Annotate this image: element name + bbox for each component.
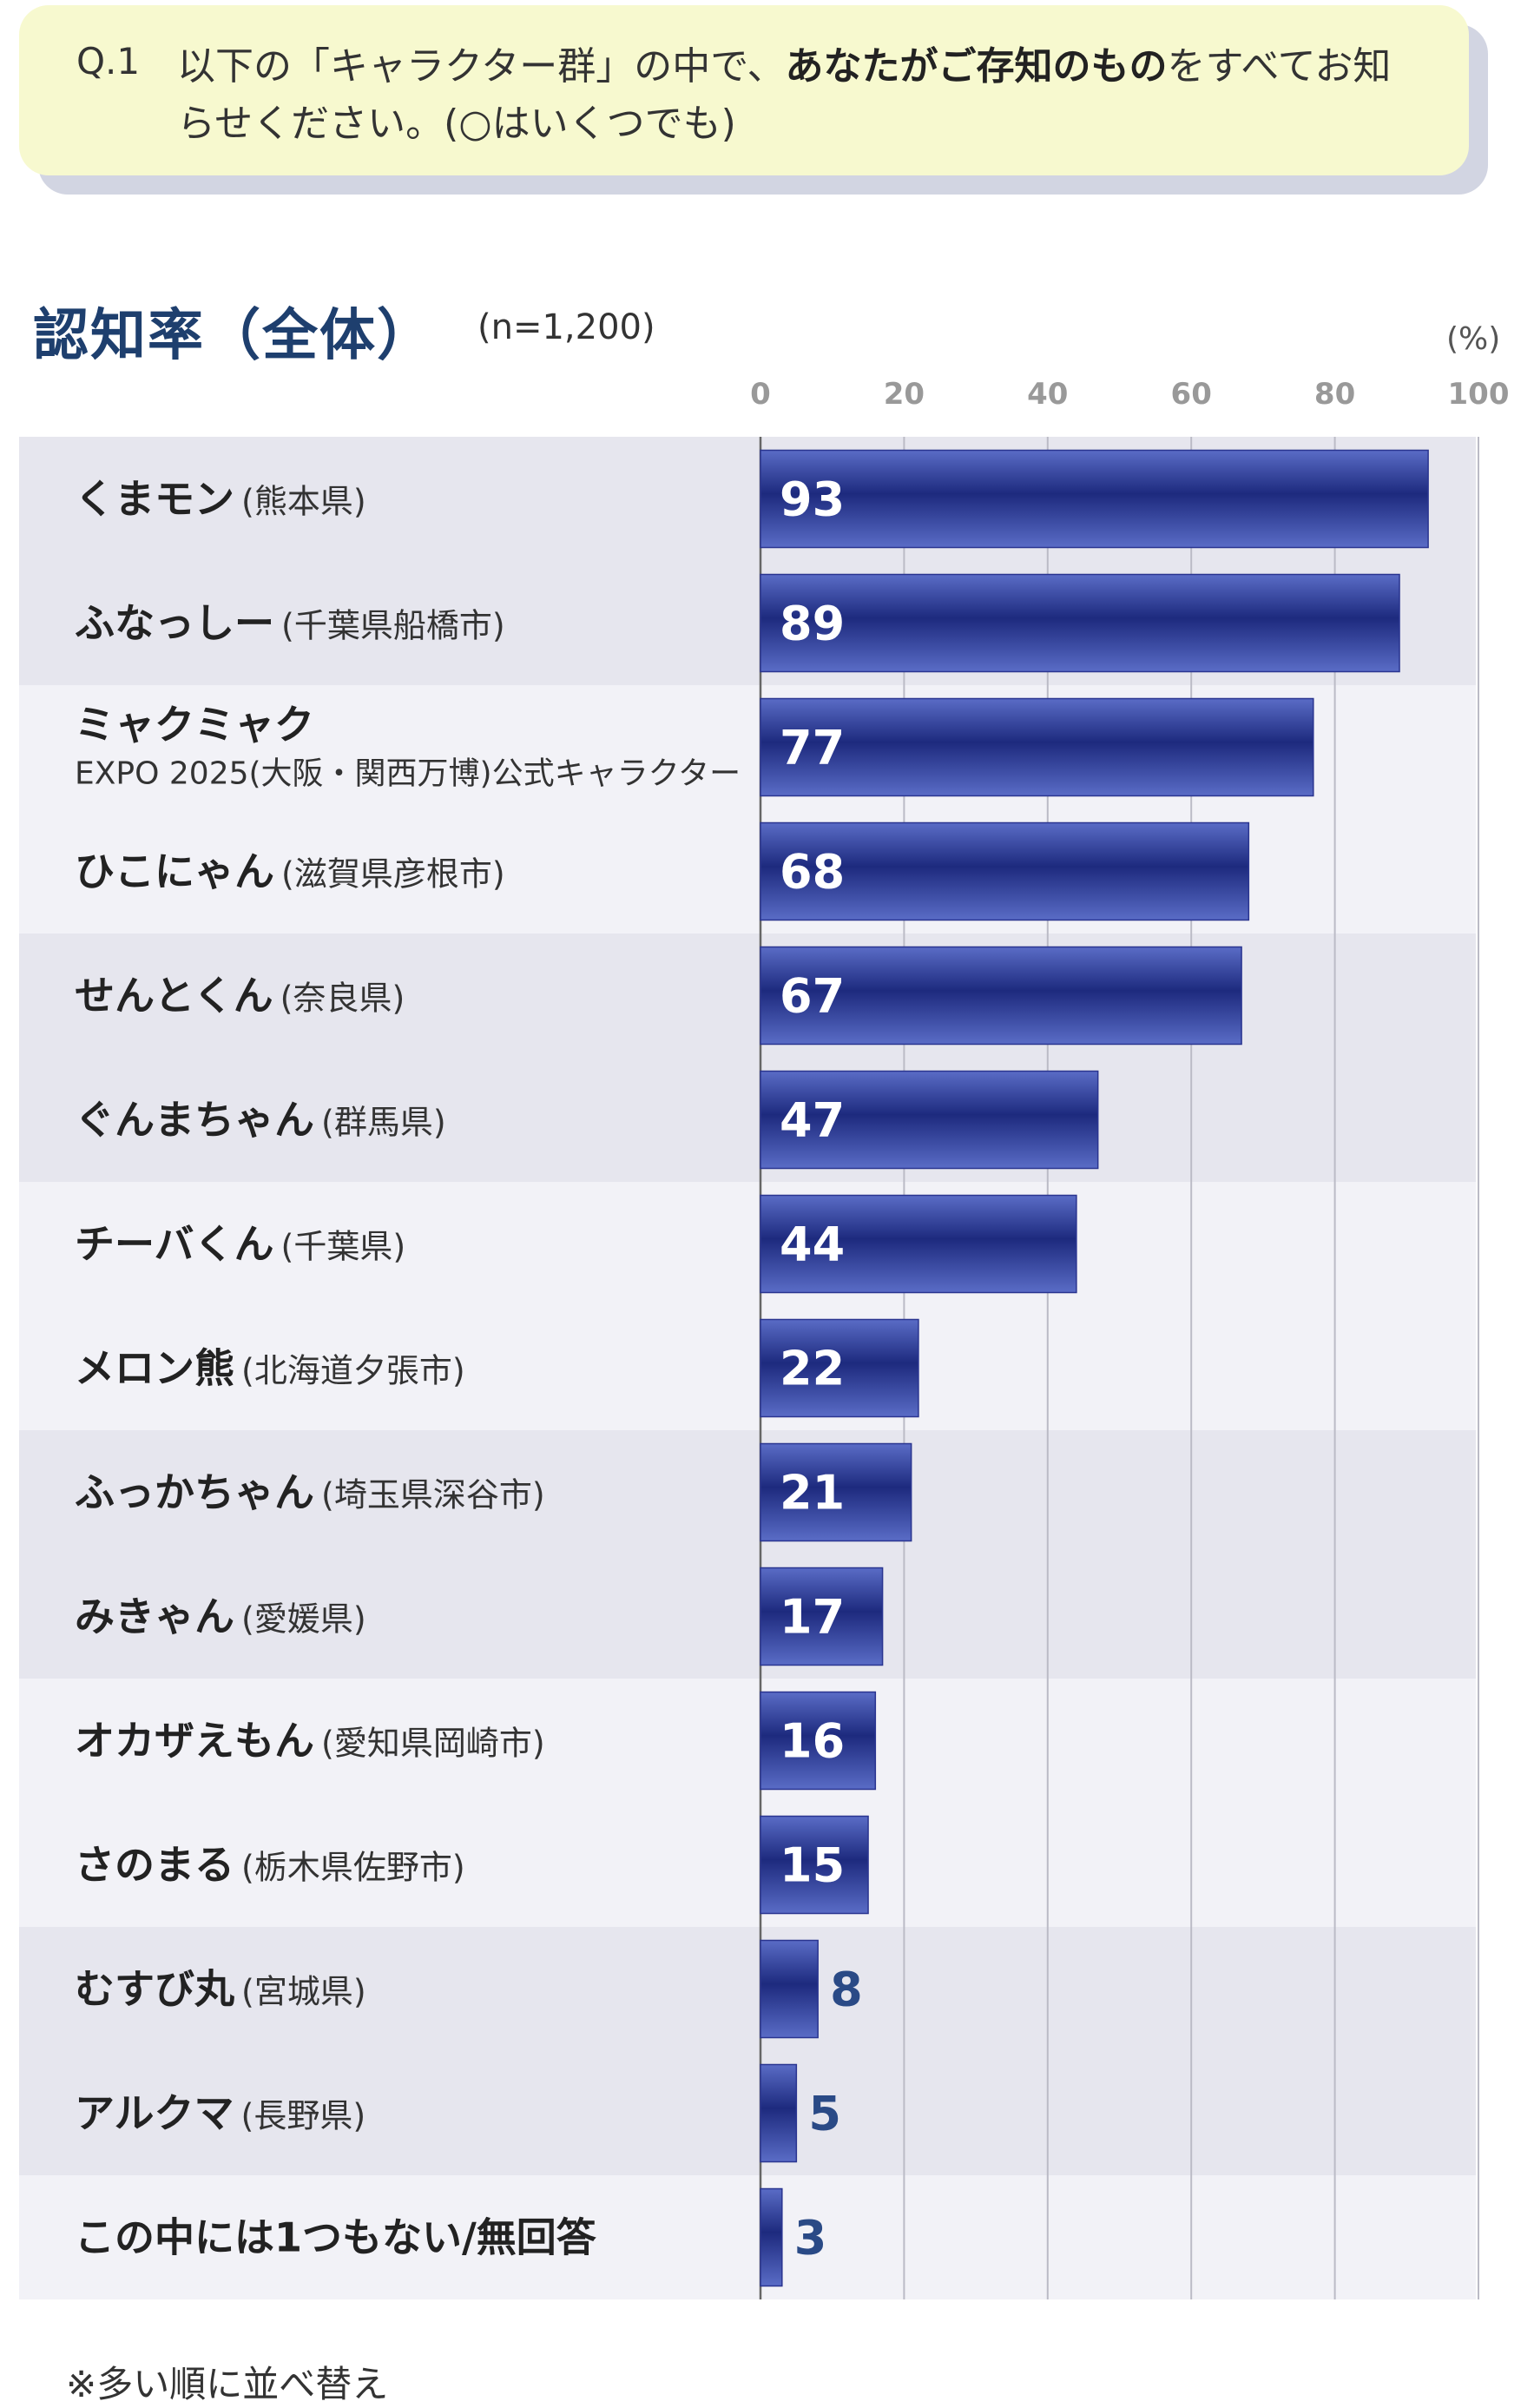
- tick-label: 80: [1314, 377, 1355, 412]
- category-name: この中には1つもない/無回答: [75, 2214, 597, 2261]
- sample-size: (n=1,200): [477, 307, 655, 347]
- bar: [760, 2187, 783, 2287]
- bar-value-label: 67: [780, 969, 845, 1024]
- category-label: ぐんまちゃん (群馬県): [75, 1097, 446, 1144]
- category-name: ふなっしー: [75, 600, 274, 647]
- category-region: (奈良県): [280, 980, 405, 1018]
- category-label: ふなっしー (千葉県船橋市): [75, 600, 505, 647]
- category-name: ふっかちゃん: [75, 1469, 314, 1516]
- category-label: メロン熊 (北海道夕張市): [75, 1345, 465, 1392]
- question-text: 以下の「キャラクター群」の中で、あなたがご存知のものをすべてお知らせください。(…: [177, 38, 1419, 153]
- chart-title: 認知率（全体）: [33, 304, 434, 368]
- category-region: (熊本県): [241, 483, 366, 521]
- bar-value-label: 15: [780, 1838, 845, 1893]
- category-name: オカザえもん: [75, 1718, 314, 1765]
- band-stripe: [19, 1927, 1476, 2175]
- tick-label: 0: [750, 377, 771, 412]
- category-name: ひこにゃん: [75, 848, 274, 895]
- category-label: チーバくん (千葉県): [75, 1221, 405, 1268]
- category-name: さのまる: [75, 1842, 234, 1889]
- category-label: オカザえもん (愛知県岡崎市): [75, 1718, 545, 1765]
- bar: [760, 1815, 869, 1915]
- bar: [760, 821, 1250, 921]
- bar-value-label: 93: [780, 472, 845, 527]
- unit-label: (%): [1446, 321, 1501, 357]
- category-region: (愛媛県): [241, 1600, 366, 1639]
- bar: [760, 1442, 912, 1542]
- bar-value-label: 77: [780, 721, 845, 775]
- bar: [760, 449, 1429, 549]
- bar: [760, 573, 1400, 673]
- category-sublabel: EXPO 2025(大阪・関西万博)公式キャラクター: [75, 756, 741, 792]
- category-label: ミャクミャク: [75, 702, 314, 749]
- category-label: この中には1つもない/無回答: [75, 2214, 597, 2261]
- bar-value-label: 17: [780, 1590, 845, 1645]
- footnote: ※多い順に並べ替え: [66, 2363, 389, 2405]
- bar-value-label: 3: [794, 2211, 827, 2266]
- question-box: Q.1 以下の「キャラクター群」の中で、あなたがご存知のものをすべてお知らせくだ…: [19, 5, 1469, 175]
- category-label: さのまる (栃木県佐野市): [75, 1842, 465, 1889]
- band-stripe: [19, 1430, 1476, 1679]
- bar: [760, 1070, 1099, 1170]
- category-label: くまモン (熊本県): [75, 476, 366, 523]
- tick-label: 20: [884, 377, 925, 412]
- category-label: ひこにゃん (滋賀県彦根市): [75, 848, 505, 895]
- category-label: むすび丸 (宮城県): [75, 1966, 366, 2013]
- category-name: メロン熊: [75, 1345, 234, 1392]
- question-text-part1: 以下の「キャラクター群」の中で、: [177, 44, 786, 89]
- bar: [760, 1567, 884, 1666]
- bar: [760, 1194, 1077, 1294]
- bar-value-label: 8: [830, 1963, 863, 2017]
- category-name: アルクマ: [75, 2090, 234, 2137]
- tick-label: 100: [1448, 377, 1510, 412]
- bar-value-label: 89: [780, 597, 845, 651]
- category-region: (滋賀県彦根市): [281, 855, 505, 894]
- bar-value-label: 22: [780, 1342, 845, 1396]
- tick-label: 60: [1171, 377, 1212, 412]
- category-name: くまモン: [75, 476, 234, 523]
- category-name: みきゃん: [75, 1593, 234, 1640]
- bar: [760, 697, 1314, 797]
- category-region: (群馬県): [321, 1104, 446, 1142]
- bar: [760, 1691, 877, 1791]
- category-region: (埼玉県深谷市): [321, 1476, 545, 1514]
- bar-value-label: 5: [808, 2087, 841, 2141]
- bar: [760, 1939, 819, 2039]
- question-text-part2: をすべてお知らせください。(○はいくつでも): [177, 44, 1392, 146]
- question-text-bold: あなたがご存知のもの: [785, 44, 1168, 89]
- tick-label: 40: [1027, 377, 1068, 412]
- category-region: (北海道夕張市): [241, 1352, 465, 1390]
- category-name: チーバくん: [75, 1221, 274, 1268]
- category-name: むすび丸: [75, 1966, 234, 2013]
- band-stripe: [19, 934, 1476, 1182]
- category-region: (栃木県佐野市): [241, 1849, 465, 1887]
- bar-value-label: 16: [780, 1714, 845, 1769]
- category-region: (長野県): [241, 2097, 366, 2135]
- category-region: (千葉県船橋市): [281, 607, 505, 645]
- bar: [760, 2063, 798, 2163]
- bar: [760, 1318, 919, 1418]
- category-region: (愛知県岡崎市): [321, 1725, 545, 1763]
- bar: [760, 946, 1242, 1046]
- category-region: (千葉県): [281, 1228, 406, 1266]
- category-region: (宮城県): [241, 1973, 366, 2011]
- question-number: Q.1: [76, 40, 141, 82]
- category-label: みきゃん (愛媛県): [75, 1593, 366, 1640]
- bar-value-label: 21: [780, 1466, 845, 1521]
- category-label: アルクマ (長野県): [75, 2090, 365, 2137]
- category-label: ふっかちゃん (埼玉県深谷市): [75, 1469, 545, 1516]
- category-name: ぐんまちゃん: [75, 1097, 314, 1144]
- category-label: せんとくん (奈良県): [75, 973, 405, 1019]
- bar-value-label: 44: [780, 1217, 845, 1272]
- bar-value-label: 68: [780, 845, 845, 900]
- category-name: せんとくん: [75, 973, 273, 1019]
- bar-value-label: 47: [780, 1093, 845, 1148]
